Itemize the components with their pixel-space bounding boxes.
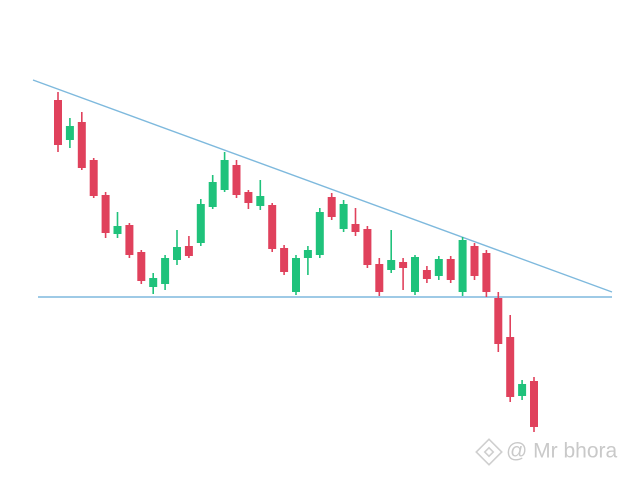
candle-body bbox=[530, 381, 538, 427]
candle-body bbox=[280, 248, 289, 272]
candle-body bbox=[387, 260, 396, 270]
candle-body bbox=[113, 226, 122, 234]
candle-body bbox=[315, 212, 324, 255]
candle-body bbox=[101, 195, 110, 233]
candle-body bbox=[196, 204, 205, 243]
candle-body bbox=[518, 384, 527, 396]
candle-body bbox=[77, 122, 86, 168]
candle-body bbox=[434, 259, 443, 276]
candle-body bbox=[375, 264, 384, 292]
candle-body bbox=[149, 278, 158, 287]
candle-body bbox=[137, 252, 146, 281]
candle-body bbox=[232, 165, 241, 195]
candle-body bbox=[173, 247, 181, 260]
candle-body bbox=[351, 224, 360, 232]
candle-body bbox=[399, 262, 408, 268]
watermark: @ Mr bhora bbox=[475, 438, 618, 466]
watermark-text: @ Mr bhora bbox=[506, 440, 618, 463]
candle-body bbox=[89, 160, 98, 196]
candle-body bbox=[470, 246, 479, 276]
candle-body bbox=[220, 160, 229, 190]
candle-body bbox=[363, 229, 372, 265]
candle-body bbox=[208, 182, 217, 207]
candle-body bbox=[244, 192, 253, 203]
candle-body bbox=[411, 257, 419, 292]
candle-body bbox=[494, 298, 503, 344]
candle-body bbox=[327, 197, 336, 217]
candle-body bbox=[506, 337, 515, 397]
candle-body bbox=[446, 259, 455, 280]
candle-body bbox=[161, 258, 170, 284]
candle-body bbox=[482, 253, 491, 292]
candle-body bbox=[422, 270, 431, 279]
candle-body bbox=[65, 126, 74, 140]
watermark-logo bbox=[475, 438, 503, 466]
candle-body bbox=[292, 258, 300, 292]
candle-body bbox=[268, 205, 277, 249]
candle-body bbox=[184, 246, 193, 256]
candle-body bbox=[125, 225, 134, 255]
resistance-trendline bbox=[32, 79, 613, 293]
candle-body bbox=[54, 100, 62, 145]
candle-body bbox=[256, 196, 265, 206]
candle-body bbox=[339, 204, 348, 229]
candle-body bbox=[303, 250, 312, 258]
candle-body bbox=[458, 240, 467, 292]
